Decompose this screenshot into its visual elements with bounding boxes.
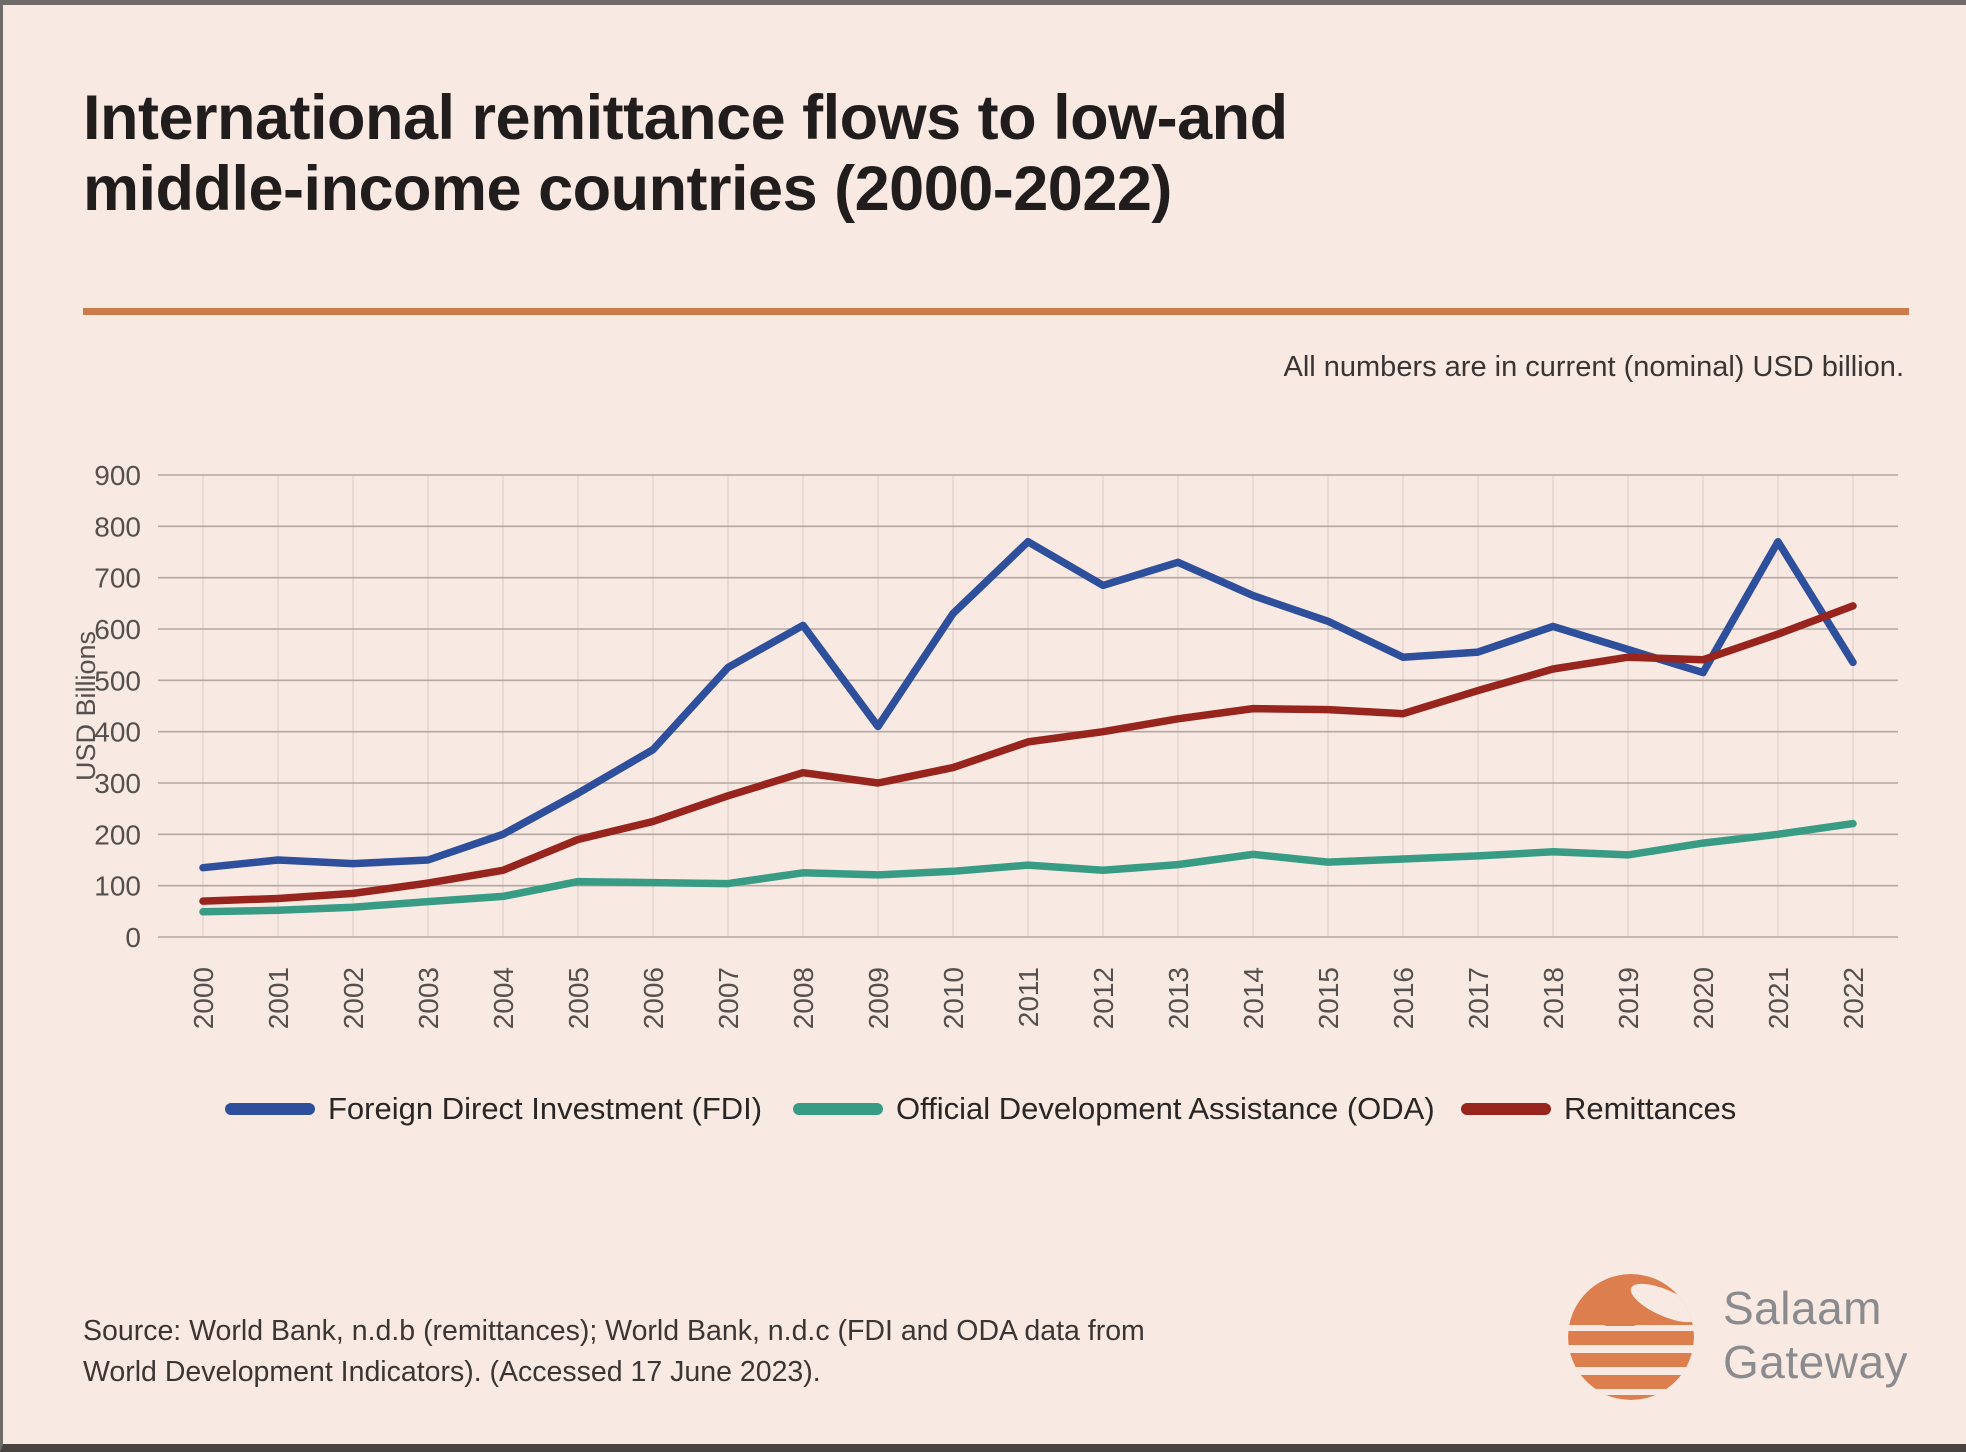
svg-text:2012: 2012: [1088, 967, 1119, 1029]
svg-text:500: 500: [94, 665, 141, 696]
svg-text:2002: 2002: [338, 967, 369, 1029]
salaam-gateway-logo: Salaam Gateway: [1561, 1263, 1908, 1408]
svg-text:2013: 2013: [1163, 967, 1194, 1029]
legend-swatch-remittances-icon: [1461, 1103, 1551, 1115]
svg-text:2018: 2018: [1538, 967, 1569, 1029]
svg-text:2010: 2010: [938, 967, 969, 1029]
svg-text:2019: 2019: [1613, 967, 1644, 1029]
salaam-gateway-wordmark: Salaam Gateway: [1723, 1282, 1908, 1390]
svg-text:2006: 2006: [638, 967, 669, 1029]
salaam-gateway-globe-icon: [1568, 1274, 1694, 1400]
legend-swatch-oda-icon: [793, 1103, 883, 1115]
logo-line1: Salaam: [1723, 1281, 1882, 1334]
svg-text:0: 0: [125, 922, 141, 953]
legend-item-remittances: Remittances: [1461, 1091, 1736, 1127]
title-divider: [83, 308, 1909, 315]
svg-text:2000: 2000: [188, 967, 219, 1029]
svg-text:800: 800: [94, 511, 141, 542]
svg-text:2014: 2014: [1238, 967, 1269, 1029]
svg-text:400: 400: [94, 717, 141, 748]
page-title-line2: middle-income countries (2000-2022): [83, 154, 1172, 225]
svg-text:2021: 2021: [1763, 967, 1794, 1029]
svg-text:2016: 2016: [1388, 967, 1419, 1029]
page-title-line1: International remittance flows to low-an…: [83, 83, 1288, 153]
legend-label-oda: Official Development Assistance (ODA): [896, 1091, 1435, 1126]
svg-text:2001: 2001: [263, 967, 294, 1029]
svg-text:USD Billions: USD Billions: [71, 631, 101, 781]
svg-text:2022: 2022: [1838, 967, 1869, 1029]
logo-line2: Gateway: [1723, 1335, 1909, 1388]
svg-text:2005: 2005: [563, 967, 594, 1029]
svg-text:600: 600: [94, 614, 141, 645]
svg-text:2008: 2008: [788, 967, 819, 1029]
svg-text:2009: 2009: [863, 967, 894, 1029]
legend-swatch-fdi-icon: [225, 1103, 315, 1115]
source-line2: World Development Indicators). (Accessed…: [83, 1356, 821, 1389]
svg-text:2003: 2003: [413, 967, 444, 1029]
line-chart: 0 100 200 300 400 500 600 700 800 900 USD Billions…: [71, 460, 1898, 1029]
svg-text:100: 100: [94, 871, 141, 902]
legend-label-fdi: Foreign Direct Investment (FDI): [328, 1091, 763, 1126]
svg-text:900: 900: [94, 460, 141, 491]
source-line1: Source: World Bank, n.d.b (remittances);…: [83, 1315, 1145, 1347]
svg-text:2015: 2015: [1313, 967, 1344, 1029]
source-note: Source: World Bank, n.d.b (remittances);…: [83, 1311, 1145, 1394]
svg-text:2004: 2004: [488, 967, 519, 1029]
page-title: International remittance flows to low-an…: [83, 83, 1288, 225]
svg-text:2020: 2020: [1688, 967, 1719, 1029]
svg-text:2011: 2011: [1013, 967, 1044, 1027]
svg-text:2017: 2017: [1463, 967, 1494, 1029]
legend-label-remittances: Remittances: [1564, 1091, 1737, 1126]
legend-item-oda: Official Development Assistance (ODA): [793, 1091, 1435, 1127]
svg-text:200: 200: [94, 819, 141, 850]
legend-item-fdi: Foreign Direct Investment (FDI): [225, 1091, 762, 1127]
svg-text:300: 300: [94, 768, 141, 799]
svg-text:2007: 2007: [713, 967, 744, 1029]
units-note: All numbers are in current (nominal) USD…: [1283, 351, 1904, 383]
svg-text:700: 700: [94, 563, 141, 594]
